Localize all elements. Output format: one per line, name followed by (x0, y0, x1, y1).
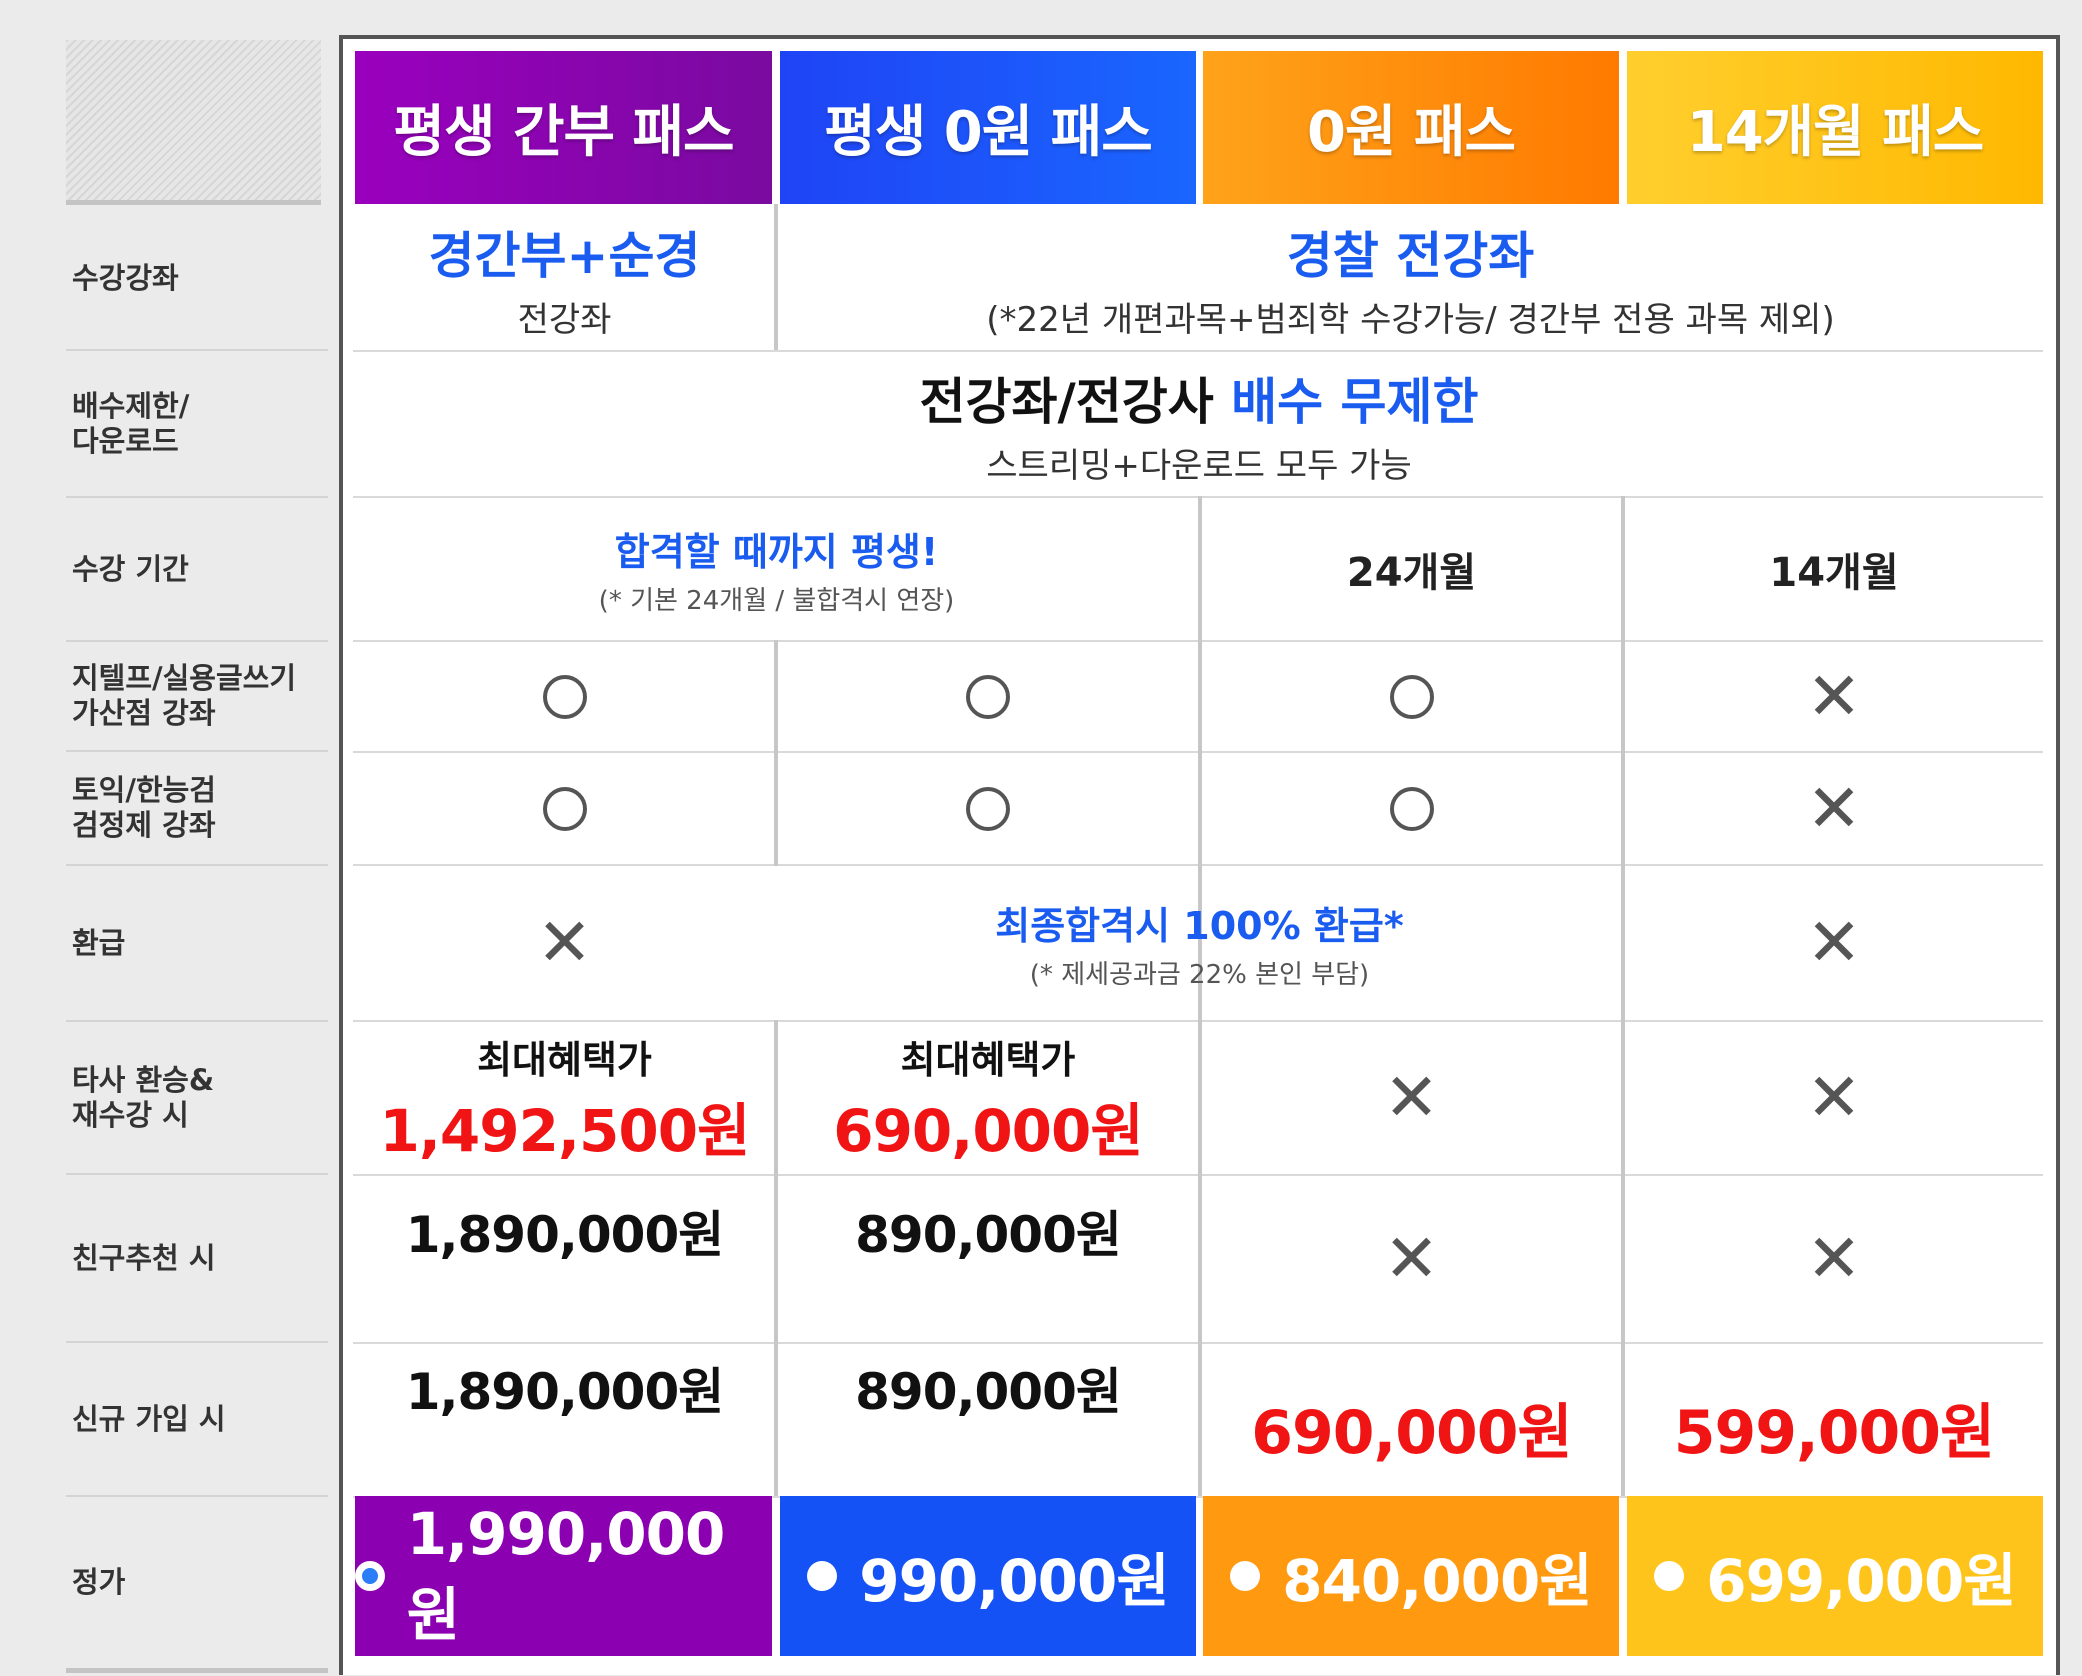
referral-14month: ✕ (1625, 1176, 2043, 1342)
courses-officer-title: 경간부+순경 (428, 226, 701, 285)
row-label-refund: 환급 (66, 866, 328, 1022)
list-price-14month[interactable]: 699,000원 (1627, 1496, 2043, 1656)
referral-free: ✕ (1202, 1176, 1621, 1342)
radio-icon[interactable] (1654, 1561, 1685, 1591)
refund-officer: ✕ (355, 866, 774, 1020)
signup-14month-price: 599,000원 (1673, 1397, 1995, 1468)
plan-header-lifetime-free[interactable]: 평생 0원 패스 (780, 51, 1196, 204)
list-price-free[interactable]: 840,000원 (1203, 1496, 1619, 1656)
row-label-period: 수강 기간 (66, 498, 328, 642)
cross-icon: ✕ (1806, 1220, 1862, 1297)
transfer-free: ✕ (1202, 1022, 1621, 1174)
courses-police-title: 경찰 전강좌 (1286, 226, 1535, 285)
transfer-lifetime-free: 최대혜택가 690,000원 (778, 1022, 1198, 1174)
circle-icon (966, 674, 1010, 719)
toeic-officer (355, 753, 774, 864)
cross-icon: ✕ (1806, 904, 1862, 981)
replay-title-highlight: 배수 무제한 (1231, 372, 1479, 431)
radio-icon[interactable] (807, 1561, 838, 1591)
circle-icon (1389, 674, 1434, 719)
signup-officer-price: 1,890,000원 (405, 1363, 725, 1421)
refund-note: (* 제세공과금 22% 본인 부담) (1029, 960, 1370, 990)
row-label-replay: 배수제한/ 다운로드 (66, 351, 328, 498)
signup-free-price: 690,000원 (1251, 1397, 1572, 1468)
corner-cell (66, 40, 321, 205)
refund-14month: ✕ (1625, 866, 2043, 1020)
gtelp-lifetime-free (778, 642, 1198, 751)
replay-sub: 스트리밍+다운로드 모두 가능 (986, 445, 1412, 486)
circle-icon (542, 674, 587, 719)
period-lifetime-cell: 합격할 때까지 평생! (* 기본 24개월 / 불합격시 연장) (355, 498, 1198, 640)
toeic-14month: ✕ (1625, 753, 2043, 864)
gtelp-free (1202, 642, 1621, 751)
row-label-referral: 친구추천 시 (66, 1175, 328, 1343)
transfer-price: 690,000원 (833, 1096, 1144, 1165)
transfer-label: 최대혜택가 (477, 1037, 652, 1082)
toeic-lifetime-free (778, 753, 1198, 864)
cross-icon: ✕ (536, 904, 593, 981)
referral-officer-price: 1,890,000원 (405, 1206, 725, 1264)
plan-header-lifetime-officer[interactable]: 평생 간부 패스 (355, 51, 772, 204)
transfer-officer: 최대혜택가 1,492,500원 (355, 1022, 774, 1174)
list-price-officer[interactable]: 1,990,000원 (355, 1496, 772, 1656)
period-24month: 24개월 (1346, 550, 1477, 596)
replay-title: 전강좌/전강사 (919, 372, 1232, 431)
row-label-list-price: 정가 (66, 1497, 328, 1673)
cross-icon: ✕ (1806, 769, 1862, 847)
transfer-14month: ✕ (1625, 1022, 2043, 1174)
referral-lifetime-free-price: 890,000원 (855, 1206, 1122, 1264)
cross-icon: ✕ (1383, 1059, 1440, 1136)
replay-cell: 전강좌/전강사 배수 무제한 스트리밍+다운로드 모두 가능 (355, 352, 2043, 496)
selected-radio-icon[interactable] (355, 1561, 385, 1591)
period-lifetime-title: 합격할 때까지 평생! (614, 530, 939, 574)
row-label-signup: 신규 가입 시 (66, 1343, 328, 1497)
cross-icon: ✕ (1383, 1220, 1440, 1297)
row-label-toeic: 토익/한능검 검정제 강좌 (66, 752, 328, 866)
circle-icon (966, 786, 1010, 831)
cross-icon: ✕ (1806, 657, 1862, 735)
circle-icon (542, 786, 587, 831)
courses-police-sub: (*22년 개편과목+범죄학 수강가능/ 경간부 전용 과목 제외) (986, 299, 1835, 340)
row-label-gtelp: 지텔프/실용글쓰기 가산점 강좌 (66, 642, 328, 752)
period-lifetime-note: (* 기본 24개월 / 불합격시 연장) (598, 586, 955, 616)
refund-cell: 최종합격시 100% 환급* (* 제세공과금 22% 본인 부담) (778, 866, 1621, 1020)
plan-header-free[interactable]: 0원 패스 (1203, 51, 1619, 204)
circle-icon (1389, 786, 1434, 831)
cross-icon: ✕ (1806, 1059, 1862, 1136)
plan-header-14month[interactable]: 14개월 패스 (1627, 51, 2043, 204)
radio-icon[interactable] (1230, 1561, 1261, 1591)
transfer-price: 1,492,500원 (379, 1096, 751, 1165)
row-label-transfer: 타사 환승& 재수강 시 (66, 1022, 328, 1175)
refund-title: 최종합격시 100% 환급* (995, 904, 1404, 948)
signup-lifetime-free-price: 890,000원 (855, 1363, 1122, 1421)
courses-police-cell: 경찰 전강좌 (*22년 개편과목+범죄학 수강가능/ 경간부 전용 과목 제외… (778, 206, 2043, 350)
toeic-free (1202, 753, 1621, 864)
courses-officer-cell: 경간부+순경 전강좌 (355, 206, 774, 350)
gtelp-officer (355, 642, 774, 751)
row-label-courses: 수강강좌 (66, 208, 328, 351)
list-price-lifetime-free[interactable]: 990,000원 (780, 1496, 1196, 1656)
period-14month: 14개월 (1769, 550, 1899, 596)
gtelp-14month: ✕ (1625, 642, 2043, 751)
courses-officer-sub: 전강좌 (517, 299, 612, 340)
transfer-label: 최대혜택가 (900, 1037, 1076, 1082)
